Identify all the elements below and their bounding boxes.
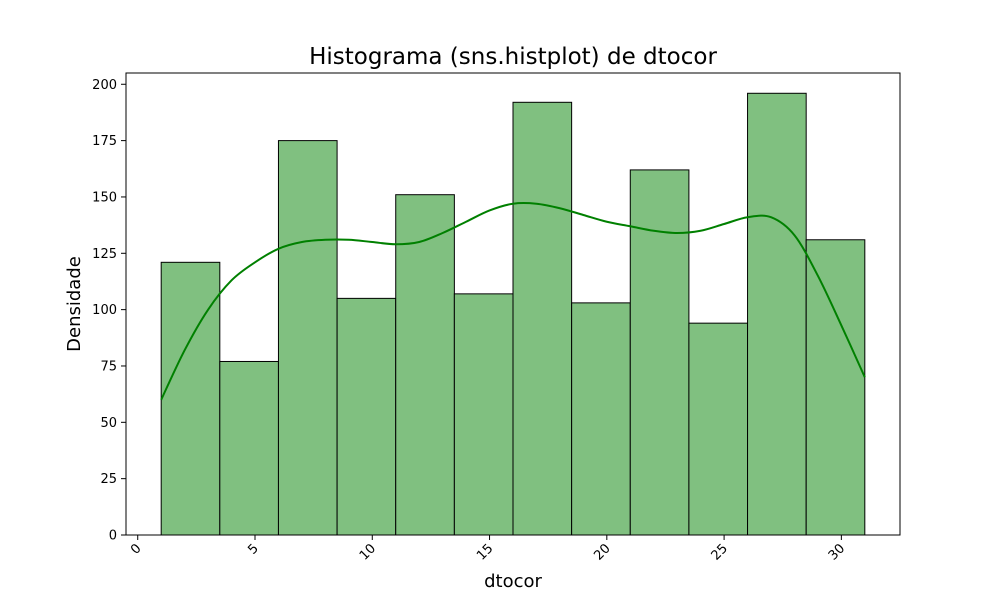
histogram-bar-7 (512, 101, 573, 536)
plot-frame (125, 72, 901, 536)
y-tick-label: 125 (92, 247, 117, 262)
x-axis-title: dtocor (484, 571, 542, 592)
x-tick-label: 10 (357, 541, 379, 563)
x-axis: 0 5 10 15 20 25 30 (128, 535, 848, 564)
chart-title: Histograma (sns.histplot) de dtocor (309, 44, 717, 70)
kde-curve (160, 202, 866, 401)
histogram-bar-5 (395, 194, 455, 536)
histogram-bar-1 (160, 261, 221, 536)
x-tick-label: 5 (245, 541, 261, 557)
x-tick-label: 30 (826, 541, 848, 563)
y-axis: 0 25 50 75 100 125 150 175 200 (92, 78, 126, 544)
histogram-bar-3 (277, 140, 338, 536)
histogram-bar-8 (571, 302, 631, 536)
histogram-bar-4 (336, 297, 397, 536)
y-tick-label: 25 (100, 472, 117, 487)
y-tick-label: 175 (92, 134, 117, 149)
y-tick-label: 75 (100, 359, 117, 374)
histogram-bar-12 (805, 239, 866, 536)
y-tick-label: 150 (92, 190, 117, 205)
histogram-bar-11 (747, 92, 807, 536)
histogram-bar-9 (629, 169, 690, 536)
bars-layer (160, 92, 866, 536)
kde-layer (160, 202, 866, 401)
x-tick-label: 25 (709, 541, 731, 563)
x-tick-label: 15 (474, 541, 496, 563)
x-tick-label: 20 (591, 541, 613, 563)
y-tick-label: 0 (109, 529, 117, 544)
histogram-bar-2 (219, 360, 279, 536)
histogram-bar-10 (688, 322, 749, 536)
histogram-bar-6 (453, 293, 514, 536)
y-tick-label: 200 (92, 78, 117, 93)
x-tick-label: 0 (128, 541, 144, 557)
y-tick-label: 50 (100, 416, 117, 431)
y-axis-title: Densidade (64, 256, 85, 352)
y-tick-label: 100 (92, 303, 117, 318)
